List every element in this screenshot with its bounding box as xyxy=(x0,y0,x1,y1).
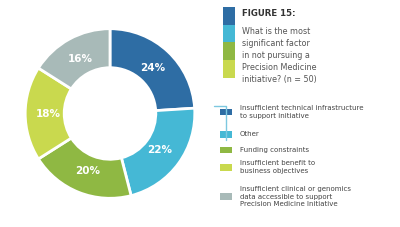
Text: Insufficient technical infrastructure
to support initiative: Insufficient technical infrastructure to… xyxy=(240,105,363,119)
Wedge shape xyxy=(121,108,195,196)
Text: 20%: 20% xyxy=(75,166,100,176)
Text: What is the most
significant factor
in not pursuing a
Precision Medicine
initiat: What is the most significant factor in n… xyxy=(242,27,317,84)
Wedge shape xyxy=(38,138,131,198)
Bar xyxy=(220,109,232,116)
Bar xyxy=(223,42,235,60)
Text: 18%: 18% xyxy=(36,109,60,118)
Text: FIGURE 15:: FIGURE 15: xyxy=(242,9,296,17)
Bar xyxy=(220,147,232,153)
Text: Insufficient clinical or genomics
data accessible to support
Precision Medicine : Insufficient clinical or genomics data a… xyxy=(240,186,350,207)
Bar xyxy=(223,7,235,25)
Wedge shape xyxy=(25,68,71,159)
Text: 22%: 22% xyxy=(148,145,172,155)
Text: 24%: 24% xyxy=(140,63,165,73)
Bar xyxy=(223,60,235,79)
Wedge shape xyxy=(110,29,195,111)
Bar xyxy=(223,25,235,42)
Bar xyxy=(220,193,232,200)
Text: Other: Other xyxy=(240,131,259,137)
Bar xyxy=(220,131,232,138)
Wedge shape xyxy=(38,29,110,89)
Text: Insufficient benefit to
business objectives: Insufficient benefit to business objecti… xyxy=(240,160,315,174)
Text: Funding constraints: Funding constraints xyxy=(240,147,309,153)
Bar xyxy=(220,164,232,171)
Text: 16%: 16% xyxy=(68,54,93,64)
